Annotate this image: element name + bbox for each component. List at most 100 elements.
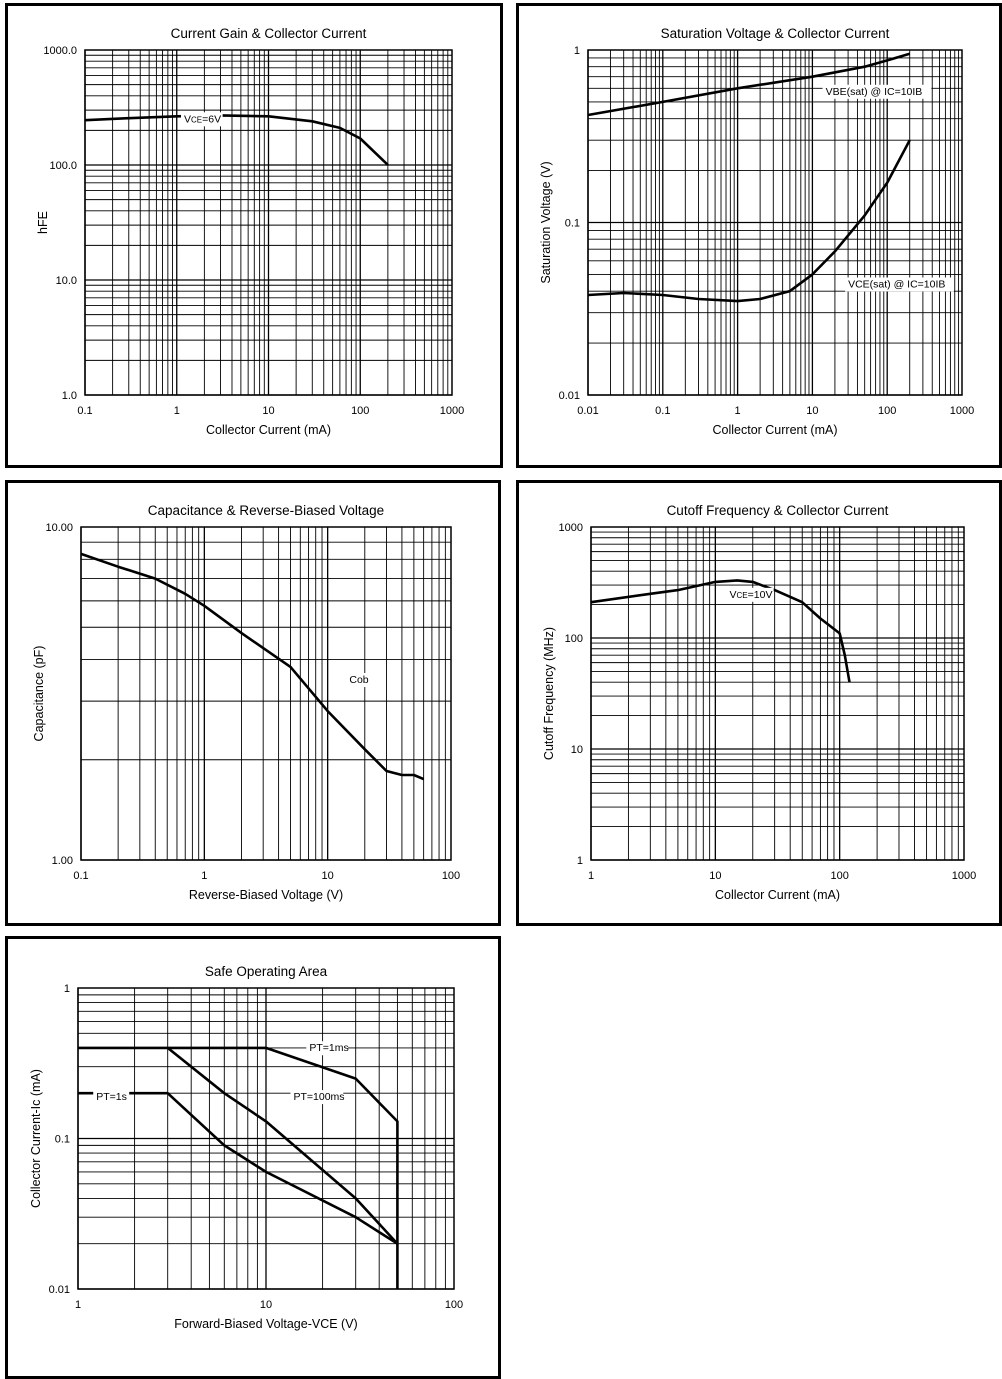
- y-tick-label: 1.00: [52, 855, 73, 867]
- x-tick-label: 0.01: [577, 405, 598, 417]
- chart-title: Safe Operating Area: [205, 964, 328, 979]
- chart-current-gain: VCE=6V 0.1 1 10 100 1000 1.0 10.0 100.0 1000.0 Cur…: [36, 26, 464, 437]
- y-axis-label: hFE: [36, 211, 50, 234]
- x-tick-label: 100: [351, 405, 369, 417]
- grid: [590, 527, 964, 861]
- y-tick-label: 0.1: [55, 1134, 70, 1146]
- annotation-label: VCE(sat) @ IC=10IB: [848, 278, 945, 290]
- chart-saturation-voltage: VBE(sat) @ IC=10IB VCE(sat) @ IC=10IB 0.01…: [539, 26, 974, 437]
- series-line-2: [78, 1091, 399, 1245]
- y-axis-label: Cutoff Frequency (MHz): [542, 627, 556, 760]
- annotation-main: V: [184, 113, 191, 125]
- x-tick-label: 10: [260, 1299, 272, 1311]
- series-line-1: [587, 139, 911, 303]
- y-tick-label: 0.1: [565, 218, 580, 230]
- y-tick-label: 0.01: [49, 1284, 70, 1296]
- chart-title: Cutoff Frequency & Collector Current: [667, 503, 889, 518]
- grid: [80, 527, 451, 861]
- chart-panel-safe-operating-area: PT=1ms PT=100ms PT=1s 1 10 100 0.01 0.1 1 Safe Op…: [5, 936, 501, 1379]
- y-tick-label: 100.0: [49, 160, 77, 172]
- x-tick-label: 1: [75, 1299, 81, 1311]
- annotation-rest: =6V: [202, 113, 221, 125]
- y-tick-label: 1000: [559, 522, 583, 534]
- y-tick-label: 10.00: [45, 522, 73, 534]
- y-tick-label: 1000.0: [43, 45, 77, 57]
- y-axis-label: Saturation Voltage (V): [539, 161, 553, 283]
- annotation-label: VBE(sat) @ IC=10IB: [826, 86, 923, 98]
- x-tick-label: 0.1: [77, 405, 92, 417]
- annotation-subscript: CE: [191, 115, 202, 124]
- plot-frame: [587, 49, 963, 396]
- y-axis-label: Capacitance (pF): [32, 646, 46, 742]
- series-line-0: [78, 1046, 399, 1289]
- y-tick-label: 0.01: [559, 390, 580, 402]
- series-line-0: [80, 552, 425, 781]
- series-line-0: [587, 52, 911, 117]
- x-tick-label: 1: [588, 870, 594, 882]
- y-tick-label: 100: [565, 633, 583, 645]
- annotation-background: [306, 1041, 348, 1056]
- chart-panel-saturation-voltage: VBE(sat) @ IC=10IB VCE(sat) @ IC=10IB 0.01…: [516, 3, 1002, 468]
- x-tick-label: 10: [262, 405, 274, 417]
- annotation-background: [181, 112, 223, 127]
- y-tick-label: 10.0: [56, 275, 77, 287]
- x-axis-label: Collector Current (mA): [206, 423, 331, 437]
- y-tick-label: 10: [571, 744, 583, 756]
- annotation-label: VCE=10V: [730, 589, 773, 601]
- x-tick-label: 100: [442, 870, 460, 882]
- annotation-label: PT=1ms: [309, 1042, 348, 1054]
- annotation-subscript: CE: [737, 591, 748, 600]
- chart-panel-current-gain: VCE=6V 0.1 1 10 100 1000 1.0 10.0 100.0 1000.0 Cur…: [5, 3, 503, 468]
- y-tick-label: 1.0: [62, 390, 77, 402]
- annotation-background: [822, 84, 932, 99]
- plot-frame: [80, 526, 452, 861]
- y-tick-label: 1: [574, 45, 580, 57]
- plot-frame: [590, 526, 965, 861]
- chart-capacitance: Cob 0.1 1 10 100 1.00 10.00 Capacitance & Rever…: [32, 503, 460, 902]
- x-tick-label: 10: [806, 405, 818, 417]
- x-axis-label: Collector Current (mA): [715, 888, 840, 902]
- x-tick-label: 1000: [440, 405, 464, 417]
- chart-cutoff-frequency: VCE=10V 1 10 100 1000 1 10 100 1000 Cutoff Freque…: [542, 503, 976, 902]
- series-line-0: [590, 579, 851, 683]
- x-axis-label: Forward-Biased Voltage-VCE (V): [174, 1317, 357, 1331]
- x-tick-label: 0.1: [73, 870, 88, 882]
- x-tick-label: 100: [878, 405, 896, 417]
- y-tick-label: 1: [577, 855, 583, 867]
- series-line-0: [84, 114, 389, 166]
- x-axis-label: Reverse-Biased Voltage (V): [189, 888, 343, 902]
- annotation-main: V: [730, 589, 737, 601]
- grid: [587, 50, 962, 396]
- chart-panel-cutoff-frequency: VCE=10V 1 10 100 1000 1 10 100 1000 Cutoff Freque…: [516, 480, 1002, 926]
- x-tick-label: 10: [709, 870, 721, 882]
- chart-panel-capacitance: Cob 0.1 1 10 100 1.00 10.00 Capacitance & Rever…: [5, 480, 501, 926]
- x-tick-label: 1: [735, 405, 741, 417]
- annotation-label: PT=100ms: [293, 1091, 344, 1103]
- chart-title: Current Gain & Collector Current: [171, 26, 367, 41]
- x-tick-label: 1000: [952, 870, 976, 882]
- annotation-label: VCE=6V: [184, 113, 221, 125]
- x-tick-label: 100: [445, 1299, 463, 1311]
- series-line-1: [166, 1046, 399, 1245]
- x-tick-label: 100: [830, 870, 848, 882]
- x-tick-label: 0.1: [655, 405, 670, 417]
- x-tick-label: 1: [201, 870, 207, 882]
- annotation-background: [726, 587, 774, 602]
- annotation-background: [346, 673, 372, 688]
- annotation-background: [93, 1090, 130, 1105]
- chart-title: Capacitance & Reverse-Biased Voltage: [148, 503, 384, 518]
- x-tick-label: 1000: [950, 405, 974, 417]
- annotation-background: [290, 1090, 344, 1105]
- annotation-rest: =10V: [748, 589, 773, 601]
- annotation-label: Cob: [349, 674, 368, 686]
- plot-frame: [77, 987, 455, 1290]
- y-axis-label: Collector Current-Ic (mA): [29, 1069, 43, 1208]
- chart-title: Saturation Voltage & Collector Current: [661, 26, 890, 41]
- y-tick-label: 1: [64, 983, 70, 995]
- x-tick-label: 10: [322, 870, 334, 882]
- plot-frame: [84, 49, 453, 396]
- annotation-label: PT=1s: [96, 1091, 127, 1103]
- chart-safe-operating-area: PT=1ms PT=100ms PT=1s 1 10 100 0.01 0.1 1 Safe Op…: [29, 964, 463, 1331]
- x-tick-label: 1: [174, 405, 180, 417]
- grid: [84, 50, 452, 396]
